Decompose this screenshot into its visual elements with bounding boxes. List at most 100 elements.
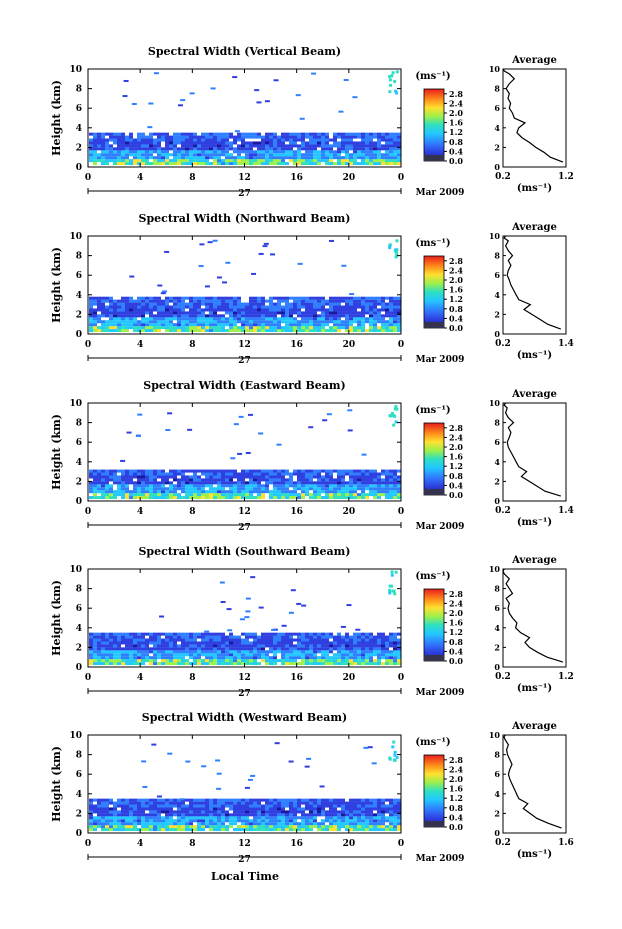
- heatmap-cell: [297, 481, 301, 485]
- heatmap-cell: [89, 632, 93, 636]
- heatmap-cell: [189, 813, 193, 817]
- heatmap-cell: [321, 469, 325, 473]
- heatmap-cell: [169, 656, 173, 660]
- heatmap-cell: [361, 638, 365, 642]
- heatmap-cell: [381, 647, 385, 651]
- heatmap-cell: [189, 647, 193, 651]
- heatmap-cell: [361, 326, 365, 330]
- heatmap-cell: [289, 644, 293, 648]
- heatmap-cell: [297, 299, 301, 303]
- heatmap-cell: [173, 132, 177, 136]
- heatmap-cell: [381, 638, 385, 642]
- heatmap-cell: [297, 493, 301, 497]
- heatmap-cell: [337, 308, 341, 312]
- heatmap-cell: [121, 638, 125, 642]
- heatmap-cell: [369, 632, 373, 636]
- heatmap-cell: [250, 774, 256, 777]
- heatmap-cell: [237, 162, 241, 166]
- heatmap-cell: [385, 302, 389, 306]
- heatmap-cell: [101, 153, 105, 157]
- heatmap-cell: [105, 650, 109, 654]
- heatmap-cell: [217, 828, 221, 832]
- heatmap-cell: [333, 305, 337, 309]
- heatmap-cell: [125, 801, 129, 805]
- heatmap-cell: [217, 810, 221, 814]
- heatmap-cell: [133, 141, 137, 145]
- heatmap-cell: [377, 662, 381, 666]
- heatmap-cell: [289, 314, 293, 318]
- heatmap-cell: [137, 822, 141, 826]
- heatmap-cell: [177, 141, 181, 145]
- heatmap-cell: [216, 772, 222, 775]
- heatmap-cell: [221, 314, 225, 318]
- heatmap-cell: [313, 162, 317, 166]
- heatmap-cell: [205, 299, 209, 303]
- heatmap-cell: [153, 816, 157, 820]
- heatmap-cell: [125, 308, 129, 312]
- heatmap-cell: [257, 493, 261, 497]
- heatmap-cell: [241, 816, 245, 820]
- heatmap-cell: [257, 801, 261, 805]
- heatmap-cell: [269, 320, 273, 324]
- heatmap-cell: [193, 147, 197, 151]
- heatmap-cell: [393, 153, 397, 157]
- heatmap-cell: [391, 589, 395, 593]
- heatmap-cell: [333, 320, 337, 324]
- heatmap-cell: [125, 475, 129, 479]
- heatmap-cell: [277, 150, 281, 154]
- heatmap-cell: [385, 662, 389, 666]
- heatmap-cell: [293, 804, 297, 808]
- heatmap-cell: [325, 647, 329, 651]
- heatmap-cell: [309, 144, 313, 148]
- heatmap-cell: [129, 813, 133, 817]
- heatmap-cell: [269, 810, 273, 814]
- heatmap-cell: [357, 135, 361, 139]
- heatmap-cell: [329, 147, 333, 151]
- heatmap-cell: [213, 317, 217, 321]
- heatmap-cell: [189, 641, 193, 645]
- heatmap-cell: [125, 320, 129, 324]
- heatmap-cell: [289, 323, 293, 327]
- heatmap-cell: [389, 810, 393, 814]
- heatmap-cell: [269, 138, 273, 142]
- heatmap-cell: [281, 813, 285, 817]
- heatmap-cell: [145, 302, 149, 306]
- heatmap-cell: [209, 810, 213, 814]
- heatmap-cell: [325, 323, 329, 327]
- heatmap-cell: [161, 647, 165, 651]
- colorbar: [423, 588, 445, 662]
- heatmap-cell: [369, 311, 373, 315]
- heatmap-cell: [173, 828, 177, 832]
- heatmap-cell: [121, 296, 125, 300]
- heatmap-cell: [301, 816, 305, 820]
- colorbar-tick-label: 2.8: [449, 256, 463, 266]
- heatmap-cell: [145, 828, 149, 832]
- heatmap-cell: [321, 153, 325, 157]
- heatmap-cell: [221, 475, 225, 479]
- heatmap-cell: [269, 659, 273, 663]
- heatmap-cell: [385, 656, 389, 660]
- heatmap-cell: [213, 481, 217, 485]
- heatmap-cell: [373, 311, 377, 315]
- heatmap-cell: [165, 644, 169, 648]
- heatmap-cell: [173, 650, 177, 654]
- heatmap-cell: [345, 647, 349, 651]
- heatmap-cell: [181, 478, 185, 482]
- heatmap-cell: [317, 329, 321, 333]
- heatmap-cell: [389, 329, 393, 333]
- heatmap-cell: [185, 135, 189, 139]
- heatmap-cell: [253, 813, 257, 817]
- heatmap-cell: [317, 644, 321, 648]
- heatmap-cell: [185, 481, 189, 485]
- heatmap-cell: [313, 813, 317, 817]
- heatmap-cell: [391, 745, 395, 749]
- heatmap-cell: [189, 816, 193, 820]
- heatmap-cell: [341, 653, 345, 657]
- heatmap-cell: [213, 647, 217, 651]
- heatmap-cell: [313, 150, 317, 154]
- heatmap-cell: [373, 635, 377, 639]
- heatmap-cell: [365, 493, 369, 497]
- heatmap-cell: [295, 94, 301, 97]
- heatmap-cell: [141, 138, 145, 142]
- heatmap-cell: [129, 141, 133, 145]
